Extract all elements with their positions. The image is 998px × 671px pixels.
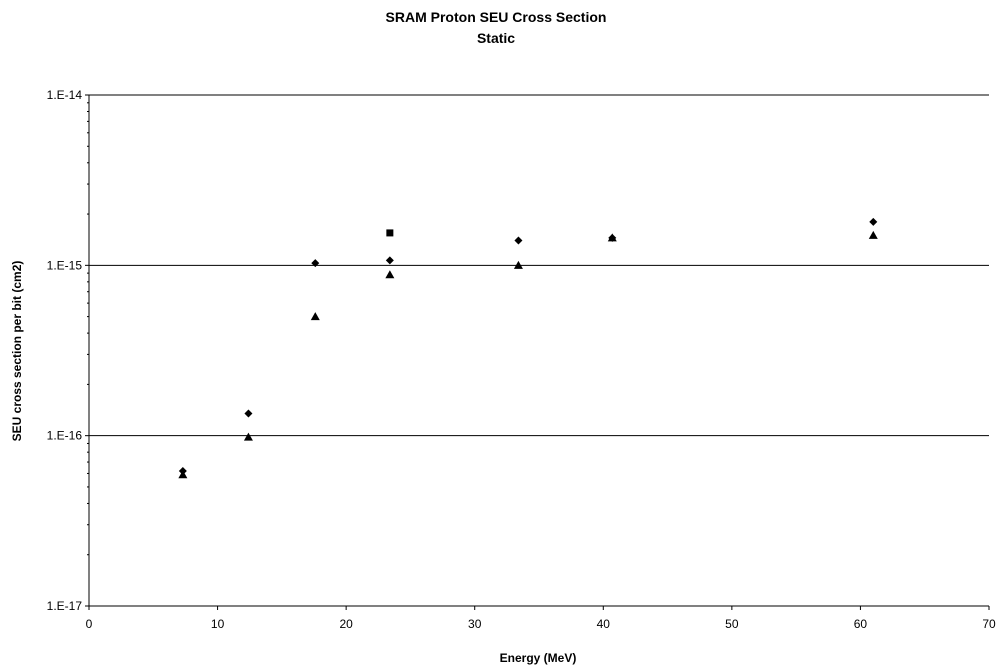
data-point-triangle bbox=[868, 230, 878, 239]
data-point-triangle bbox=[310, 312, 320, 321]
y-axis-label: SEU cross section per bit (cm2) bbox=[10, 261, 24, 442]
data-point-triangle bbox=[513, 260, 523, 269]
x-tick-label: 20 bbox=[339, 617, 353, 631]
y-tick-label: 1.E-14 bbox=[47, 88, 83, 102]
x-tick-label: 0 bbox=[86, 617, 93, 631]
chart-title: SRAM Proton SEU Cross Section bbox=[386, 9, 607, 25]
y-tick-label: 1.E-17 bbox=[47, 599, 83, 613]
y-tick-label: 1.E-16 bbox=[47, 429, 83, 443]
data-point-square bbox=[386, 229, 394, 237]
x-tick-label: 70 bbox=[982, 617, 996, 631]
data-point-diamond bbox=[244, 409, 253, 418]
data-point-triangle bbox=[243, 432, 253, 441]
data-point-diamond bbox=[311, 259, 320, 268]
data-point-diamond bbox=[514, 236, 523, 245]
x-tick-label: 60 bbox=[854, 617, 868, 631]
x-tick-label: 10 bbox=[211, 617, 225, 631]
y-tick-label: 1.E-15 bbox=[47, 258, 83, 272]
x-axis-label: Energy (MeV) bbox=[500, 651, 577, 665]
x-tick-label: 30 bbox=[468, 617, 482, 631]
data-point-diamond bbox=[869, 217, 878, 226]
x-tick-label: 40 bbox=[597, 617, 611, 631]
chart-subtitle: Static bbox=[477, 30, 515, 46]
data-point-triangle bbox=[178, 470, 188, 479]
data-point-triangle bbox=[385, 270, 395, 279]
plot-area: 1.E-17 1.E-16 1.E-15 1.E-14 0 10 20 30 40 50 60 70 bbox=[47, 88, 996, 631]
data-point-triangle bbox=[607, 233, 617, 242]
x-tick-label: 50 bbox=[725, 617, 739, 631]
data-point-diamond bbox=[385, 256, 394, 265]
